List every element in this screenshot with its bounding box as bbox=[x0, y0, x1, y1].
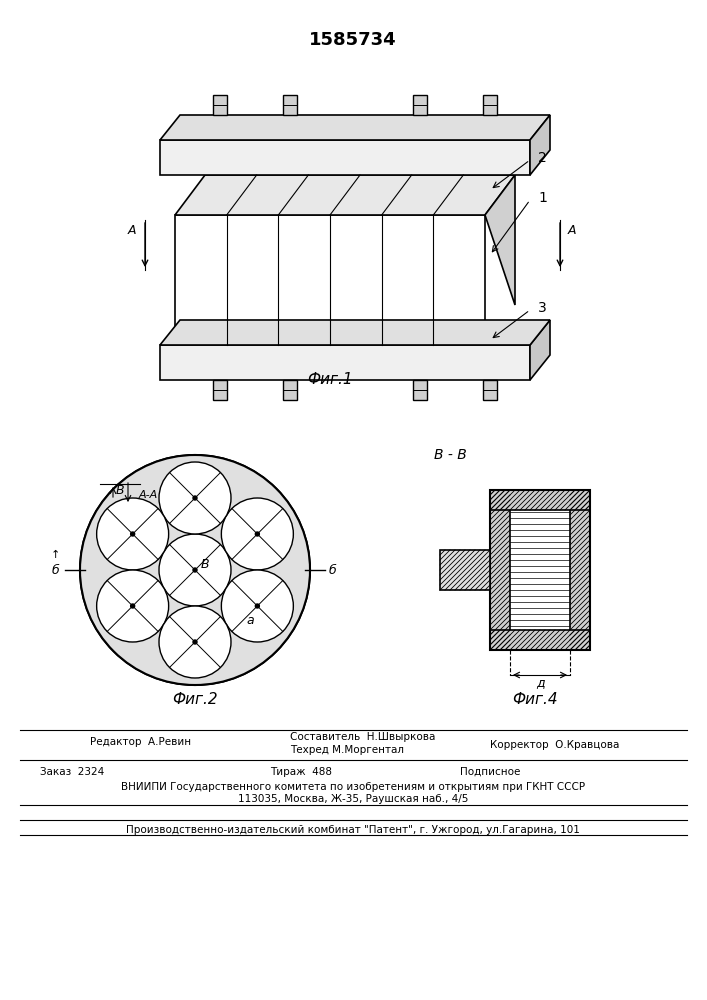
Text: А: А bbox=[128, 224, 136, 236]
Text: 1585734: 1585734 bbox=[309, 31, 397, 49]
Bar bbox=[413, 380, 427, 400]
Polygon shape bbox=[440, 550, 490, 590]
Bar bbox=[160, 140, 530, 175]
Text: Корректор  О.Кравцова: Корректор О.Кравцова bbox=[490, 740, 619, 750]
Polygon shape bbox=[485, 175, 515, 305]
Text: б: б bbox=[328, 564, 336, 576]
Circle shape bbox=[80, 455, 310, 685]
Circle shape bbox=[97, 498, 169, 570]
Circle shape bbox=[131, 532, 134, 536]
Text: б: б bbox=[51, 564, 59, 576]
Text: д: д bbox=[536, 676, 544, 690]
Text: 2: 2 bbox=[538, 151, 547, 165]
Text: Фиг.4: Фиг.4 bbox=[512, 692, 558, 708]
Text: 113035, Москва, Ж-35, Раушская наб., 4/5: 113035, Москва, Ж-35, Раушская наб., 4/5 bbox=[238, 794, 468, 804]
Circle shape bbox=[97, 570, 169, 642]
Bar bbox=[483, 95, 497, 115]
Polygon shape bbox=[490, 490, 510, 650]
Text: Подписное: Подписное bbox=[460, 767, 520, 777]
Circle shape bbox=[193, 640, 197, 644]
Text: А: А bbox=[568, 224, 576, 236]
Bar bbox=[213, 380, 227, 400]
Bar bbox=[413, 95, 427, 115]
Polygon shape bbox=[530, 320, 550, 380]
Text: Заказ  2324: Заказ 2324 bbox=[40, 767, 104, 777]
Polygon shape bbox=[490, 490, 590, 510]
Polygon shape bbox=[160, 115, 550, 140]
Circle shape bbox=[221, 498, 293, 570]
Text: 1: 1 bbox=[538, 191, 547, 205]
Text: Техред М.Моргентал: Техред М.Моргентал bbox=[290, 745, 404, 755]
Bar bbox=[175, 215, 485, 345]
Text: В - В: В - В bbox=[433, 448, 467, 462]
Bar bbox=[160, 345, 530, 380]
Polygon shape bbox=[530, 115, 550, 175]
Circle shape bbox=[193, 568, 197, 572]
Text: Редактор  А.Ревин: Редактор А.Ревин bbox=[90, 737, 191, 747]
Circle shape bbox=[159, 606, 231, 678]
Bar bbox=[283, 95, 297, 115]
Text: 3: 3 bbox=[538, 301, 547, 315]
Polygon shape bbox=[160, 320, 550, 345]
Text: А-А: А-А bbox=[139, 490, 158, 500]
Text: Тираж  488: Тираж 488 bbox=[270, 767, 332, 777]
Circle shape bbox=[159, 534, 231, 606]
Text: Составитель  Н.Швыркова: Составитель Н.Швыркова bbox=[290, 732, 436, 742]
Polygon shape bbox=[175, 175, 515, 215]
Bar bbox=[283, 380, 297, 400]
Circle shape bbox=[255, 604, 259, 608]
Text: Фиг.1: Фиг.1 bbox=[307, 372, 353, 387]
Text: а: а bbox=[246, 613, 254, 626]
Text: В: В bbox=[116, 484, 124, 496]
Circle shape bbox=[193, 496, 197, 500]
Text: Фиг.2: Фиг.2 bbox=[173, 692, 218, 708]
Text: В: В bbox=[201, 558, 209, 572]
Circle shape bbox=[159, 462, 231, 534]
Text: ↑: ↑ bbox=[50, 550, 59, 560]
Polygon shape bbox=[570, 490, 590, 650]
Text: Производственно-издательский комбинат "Патент", г. Ужгород, ул.Гагарина, 101: Производственно-издательский комбинат "П… bbox=[126, 825, 580, 835]
Circle shape bbox=[255, 532, 259, 536]
Polygon shape bbox=[490, 630, 590, 650]
Bar bbox=[483, 380, 497, 400]
Bar bbox=[490, 490, 590, 650]
Circle shape bbox=[131, 604, 134, 608]
Bar bbox=[213, 95, 227, 115]
Circle shape bbox=[221, 570, 293, 642]
Text: ВНИИПИ Государственного комитета по изобретениям и открытиям при ГКНТ СССР: ВНИИПИ Государственного комитета по изоб… bbox=[121, 782, 585, 792]
Circle shape bbox=[80, 455, 310, 685]
